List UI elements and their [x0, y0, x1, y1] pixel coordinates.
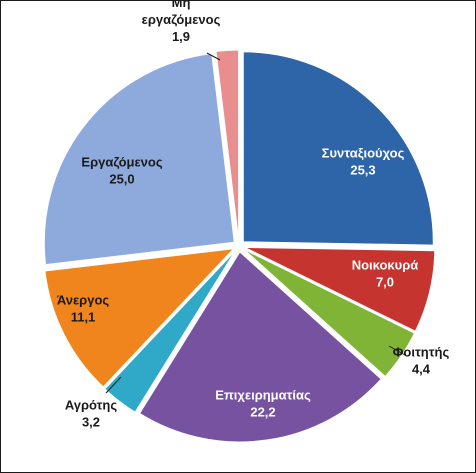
slice-label-3: Φοιτητής 4,4 — [393, 345, 450, 377]
slice-value: 7,0 — [376, 275, 394, 290]
slice-name: Μη — [172, 1, 191, 10]
slice-name: Επιχειρηματίας — [215, 388, 311, 403]
pie-slice-8 — [215, 49, 240, 241]
slice-value: 1,9 — [172, 29, 190, 44]
slice-name: εργαζόμενος — [142, 12, 221, 27]
slice-label-2: Νοικοκυρά 7,0 — [352, 258, 419, 290]
pie-slice-5 — [104, 250, 236, 413]
pie-slice-1 — [242, 51, 434, 246]
slice-name: Φοιτητής — [393, 345, 450, 360]
pie-slice-6 — [44, 248, 235, 388]
slice-value: 22,2 — [250, 405, 275, 420]
leader-line-8 — [206, 52, 221, 61]
leader-line-3 — [388, 345, 406, 356]
slice-label-1: Συνταξιούχος 25,3 — [322, 146, 405, 178]
slice-label-8: Μη εργαζόμενος 1,9 — [142, 1, 221, 44]
pie-slice-2 — [244, 246, 436, 332]
slice-label-6: Άνεργος 11,1 — [57, 293, 110, 325]
slice-value: 4,4 — [412, 362, 431, 377]
leader-lines — [105, 52, 406, 394]
pie-slice-3 — [243, 248, 416, 378]
slice-name: Εργαζόμενος — [81, 155, 162, 170]
pie-slice-7 — [43, 53, 235, 266]
slice-name: Συνταξιούχος — [322, 146, 405, 161]
slice-labels: Συνταξιούχος 25,3 Νοικοκυρά 7,0 Φοιτητής 4,4 Ε… — [57, 1, 450, 430]
slice-value: 3,2 — [82, 415, 100, 430]
pie-slice-4 — [138, 251, 382, 443]
slice-name: Αγρότης — [65, 398, 118, 413]
slice-value: 25,0 — [109, 172, 134, 187]
slice-value: 25,3 — [350, 163, 375, 178]
slice-label-4: Επιχειρηματίας 22,2 — [215, 388, 311, 420]
slice-name: Νοικοκυρά — [352, 258, 419, 273]
slice-value: 11,1 — [71, 310, 96, 325]
slice-name: Άνεργος — [57, 293, 110, 308]
pie-slices — [43, 49, 436, 443]
slice-label-5: Αγρότης 3,2 — [65, 398, 118, 430]
leader-line-5 — [105, 376, 122, 394]
slice-label-7: Εργαζόμενος 25,0 — [81, 155, 162, 187]
